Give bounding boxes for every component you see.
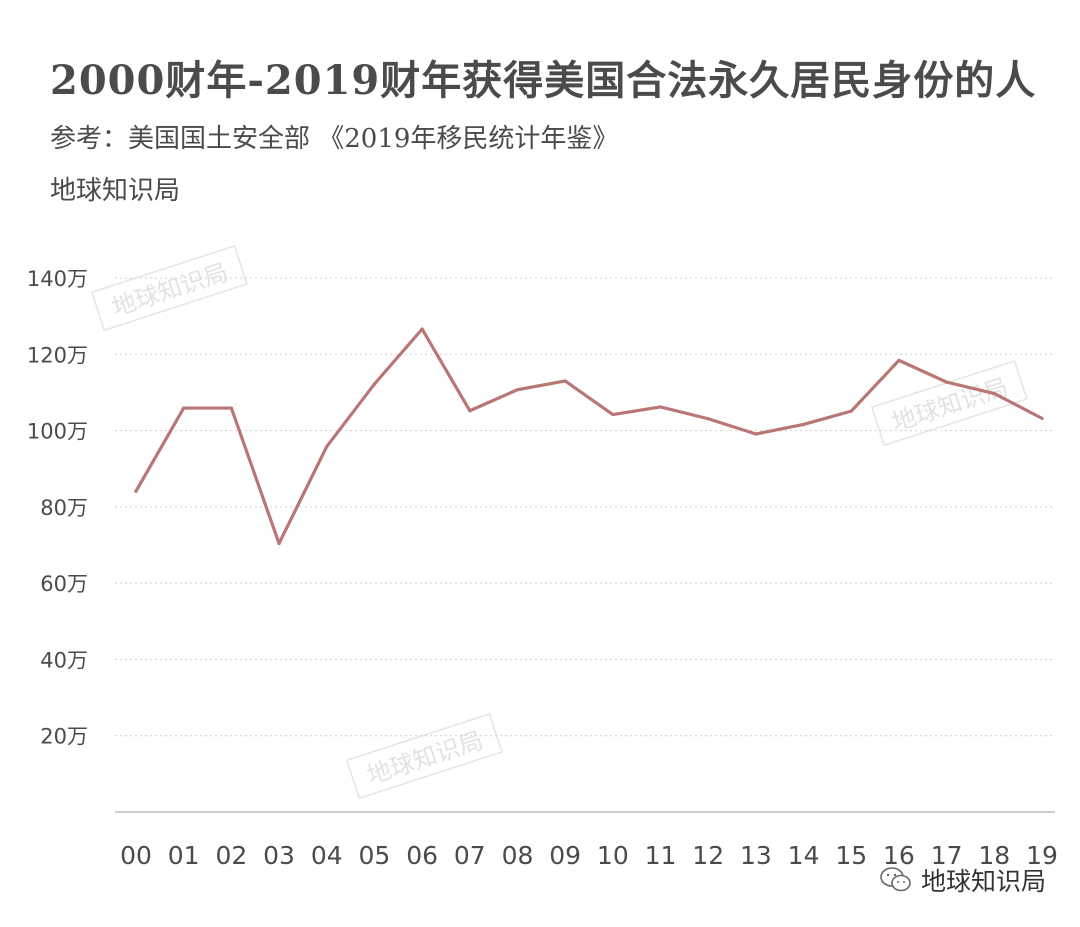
x-tick-label: 10: [597, 841, 629, 870]
data-point: [658, 405, 663, 409]
x-tick-label: 14: [788, 841, 820, 870]
y-tick-label: 60万: [40, 572, 88, 596]
watermark-text: 地球知识局: [109, 258, 232, 322]
data-point: [325, 444, 329, 449]
x-tick-label: 19: [1026, 841, 1058, 870]
data-point: [897, 358, 901, 362]
data-point: [1040, 416, 1044, 420]
y-tick-label: 140万: [27, 267, 88, 291]
data-point: [515, 388, 520, 392]
x-tick-label: 13: [740, 841, 772, 870]
data-point: [849, 409, 853, 413]
gridlines: [115, 277, 1055, 813]
footer-brand-label: 地球知识局: [920, 867, 1046, 896]
watermark-box: [870, 359, 1028, 447]
x-tick-label: 08: [502, 841, 534, 870]
data-point: [420, 327, 424, 331]
x-tick-label: 16: [883, 841, 915, 870]
watermark-2: 地球知识局: [345, 712, 503, 800]
data-point: [182, 406, 186, 410]
watermark-1: 地球知识局: [870, 359, 1028, 447]
y-tick-label: 20万: [40, 725, 88, 749]
data-point: [372, 382, 377, 386]
brand-label: 地球知识局: [50, 176, 181, 206]
x-tick-label: 02: [215, 841, 247, 870]
x-tick-label: 00: [120, 841, 152, 870]
x-tick-label: 11: [645, 841, 677, 870]
y-axis: 20万 40万 60万 80万 100万 120万 140万: [27, 267, 88, 749]
chart-subtitle: 参考：美国国土安全部 《2019年移民统计年鉴》: [50, 124, 619, 154]
x-tick-label: 07: [454, 841, 486, 870]
x-axis: 00 01 02 03 04 05 06 07 08 09 10 11 12 13 14 15 16 17 18 19: [120, 841, 1058, 870]
chart-title: 2000财年-2019财年获得美国合法永久居民身份的人: [50, 57, 1037, 104]
data-point: [277, 541, 281, 546]
data-point: [706, 417, 710, 421]
wechat-icon: [880, 867, 911, 892]
watermark-box: [90, 244, 248, 332]
x-tick-label: 15: [835, 841, 867, 870]
series-layer: [134, 327, 1044, 546]
y-tick-label: 80万: [40, 496, 88, 520]
x-tick-label: 18: [978, 841, 1010, 870]
data-point: [134, 489, 138, 493]
watermark-box: [345, 712, 503, 800]
y-tick-label: 40万: [40, 648, 88, 672]
data-point: [754, 432, 758, 436]
y-tick-label: 120万: [27, 343, 88, 367]
x-tick-label: 12: [692, 841, 724, 870]
data-point: [992, 391, 996, 396]
series-line-0: [134, 327, 1044, 546]
data-point: [563, 379, 567, 383]
data-point: [945, 380, 949, 384]
footer-brand: 地球知识局: [879, 862, 1046, 898]
y-tick-label: 100万: [27, 420, 88, 444]
x-tick-label: 04: [311, 841, 343, 870]
watermark-0: 地球知识局: [90, 244, 248, 332]
x-tick-label: 06: [406, 841, 438, 870]
x-tick-label: 17: [931, 841, 963, 870]
x-tick-label: 05: [359, 841, 391, 870]
x-tick-label: 01: [168, 841, 200, 870]
data-point: [229, 406, 233, 410]
data-point: [611, 412, 615, 417]
x-tick-label: 09: [549, 841, 581, 870]
data-point: [468, 409, 472, 413]
x-tick-label: 03: [263, 841, 295, 870]
data-point: [801, 422, 806, 427]
